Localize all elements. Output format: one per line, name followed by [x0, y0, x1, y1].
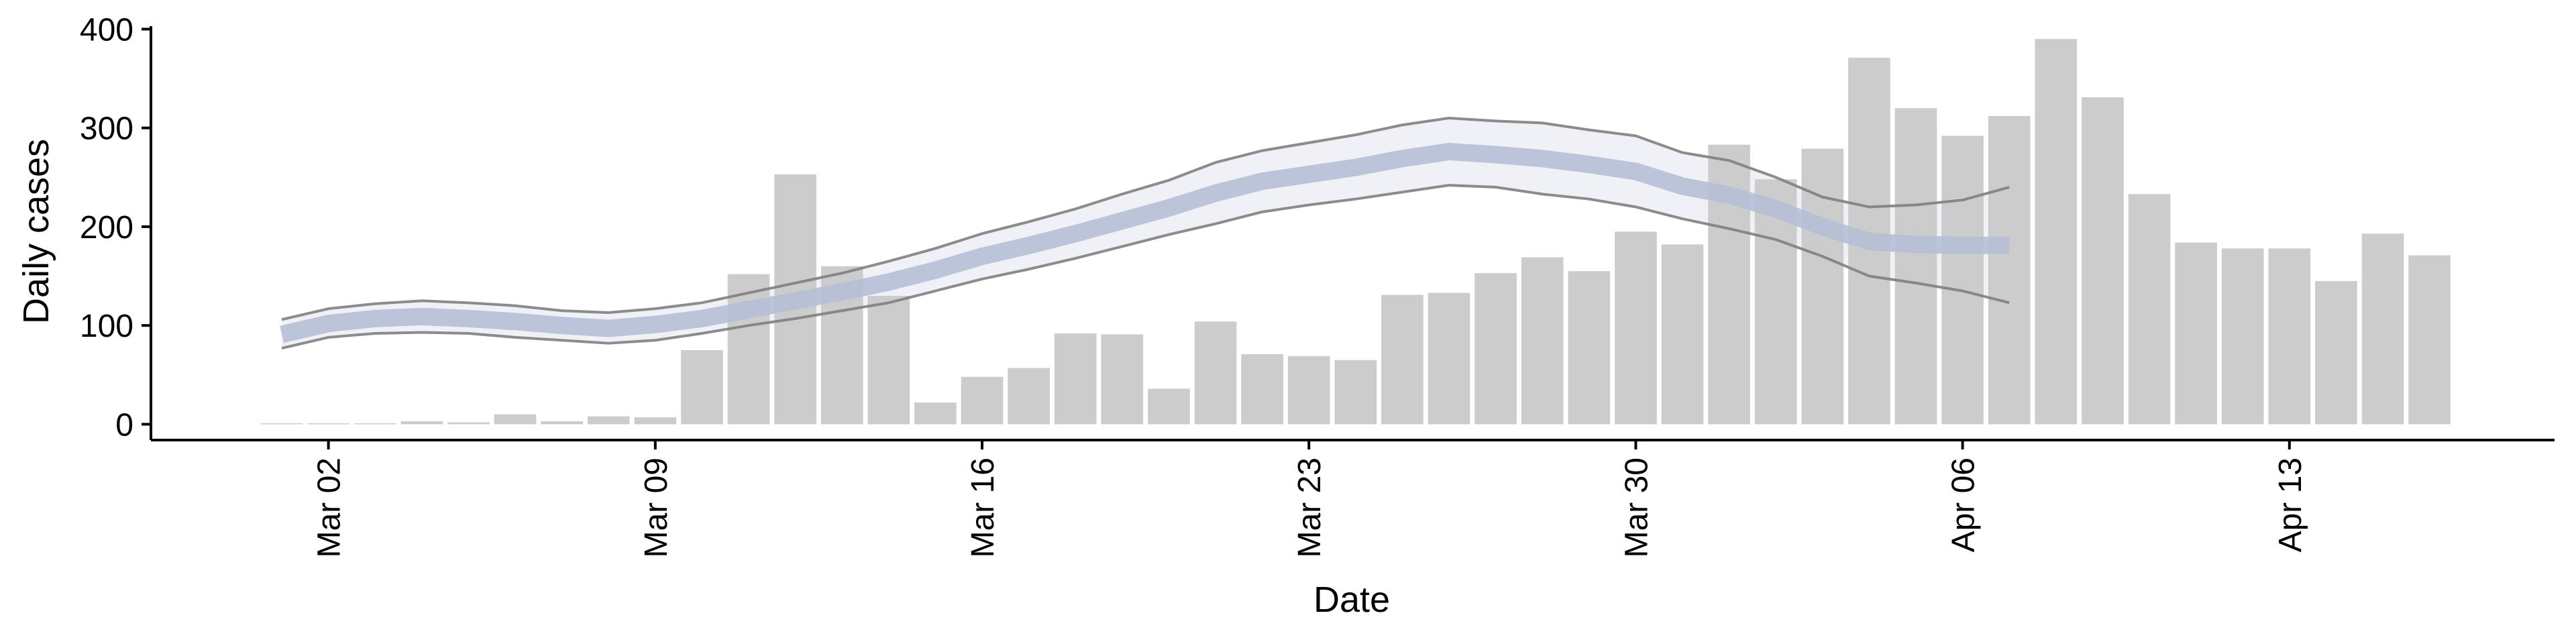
- x-tick-label: Mar 02: [312, 458, 347, 557]
- bar: [1801, 148, 1844, 425]
- bar: [1334, 360, 1377, 425]
- bar: [2268, 248, 2311, 425]
- y-tick-label: 100: [80, 309, 133, 344]
- bar: [1615, 231, 1657, 425]
- bar: [914, 402, 957, 425]
- axes-layer: 0 100 200 300 400 Mar 02 Mar 09 Mar 16 Mar 23 Mar…: [80, 12, 2555, 557]
- bar: [2082, 97, 2124, 425]
- bar: [961, 376, 1004, 425]
- band-layer: [282, 117, 2010, 349]
- bar: [1241, 354, 1283, 425]
- bar: [1521, 257, 1564, 425]
- x-tick-label: Apr 06: [1946, 458, 1982, 552]
- bar: [1148, 388, 1190, 425]
- y-tick-label: 200: [80, 210, 133, 246]
- y-tick-label: 400: [80, 12, 133, 48]
- bar: [1287, 356, 1330, 425]
- bar: [2128, 194, 2171, 425]
- x-tick-label: Mar 09: [639, 458, 674, 557]
- bar: [587, 416, 630, 425]
- model-line: [281, 184, 2010, 350]
- line-layer: [280, 116, 2010, 350]
- bar: [1474, 273, 1517, 425]
- bar: [1194, 321, 1237, 425]
- bar: [307, 423, 350, 425]
- x-tick-label: Mar 16: [965, 458, 1001, 557]
- y-tick-label: 0: [115, 407, 133, 443]
- bar: [494, 414, 537, 425]
- bar: [447, 422, 490, 425]
- bar: [1428, 292, 1470, 425]
- band-fill: [282, 117, 2010, 349]
- bar: [681, 350, 723, 425]
- bar: [1894, 108, 1937, 425]
- bar: [260, 423, 303, 425]
- bar: [2315, 280, 2357, 425]
- bar: [2175, 242, 2217, 425]
- y-tick-label: 300: [80, 111, 133, 147]
- bar: [541, 421, 583, 425]
- x-tick-label: Mar 30: [1619, 458, 1654, 557]
- bar: [1941, 136, 1984, 425]
- bar: [1054, 333, 1097, 425]
- bar: [2408, 255, 2451, 425]
- bar: [1101, 334, 1144, 425]
- bar: [2221, 248, 2264, 425]
- model-line: [281, 116, 2010, 321]
- bar: [2361, 233, 2404, 425]
- bar: [1008, 368, 1050, 425]
- bar: [354, 423, 396, 425]
- bar: [867, 296, 910, 425]
- bar: [1661, 244, 1704, 425]
- bar: [1381, 294, 1424, 425]
- x-tick-label: Apr 13: [2273, 458, 2308, 552]
- bar-layer: [260, 39, 2451, 425]
- bar: [1988, 116, 2031, 425]
- x-axis-title: Date: [1313, 580, 1390, 620]
- model-line: [280, 143, 2010, 343]
- y-axis-title: Daily cases: [16, 139, 56, 324]
- bar: [400, 421, 443, 425]
- bar: [634, 417, 677, 425]
- bar: [1568, 271, 1611, 425]
- bar: [2035, 39, 2078, 425]
- x-tick-label: Mar 23: [1292, 458, 1328, 557]
